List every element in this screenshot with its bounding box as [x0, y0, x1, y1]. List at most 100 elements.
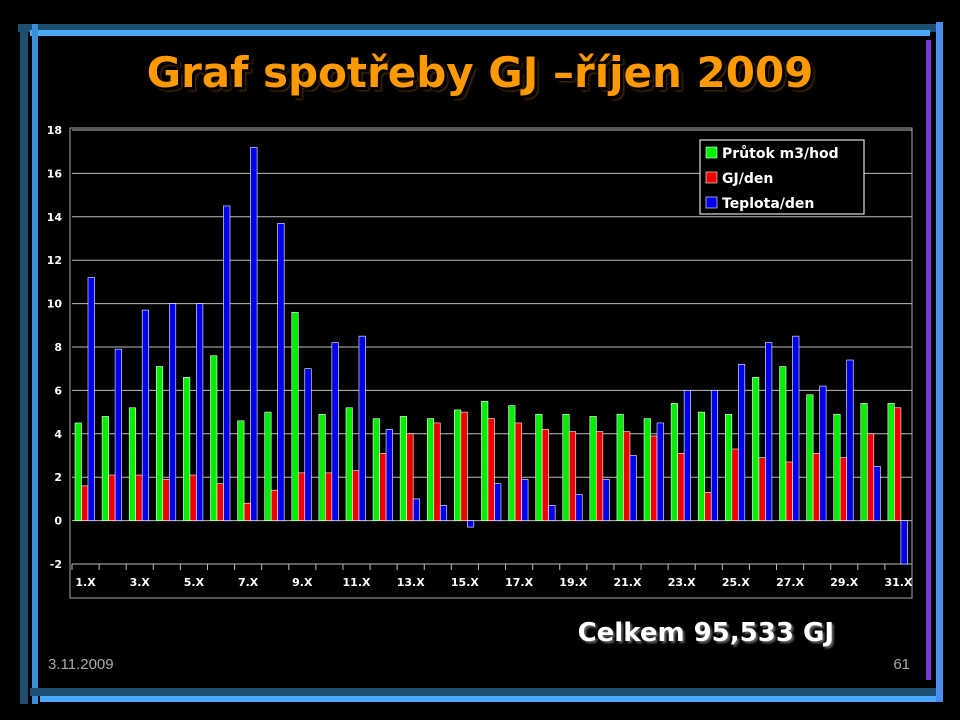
bar-gj: [839, 457, 848, 521]
bar-prutok: [752, 377, 760, 521]
bar-gj: [596, 431, 604, 521]
bar-teplota: [494, 483, 502, 521]
bar-teplota: [521, 479, 529, 521]
bar-gj: [894, 407, 902, 521]
bar-gj: [460, 411, 468, 521]
bars-group: [74, 147, 908, 565]
bar-prutok: [426, 418, 435, 521]
legend-swatch: [705, 171, 718, 184]
frame-bottom-bar: [40, 696, 936, 702]
frame-top-bar-dark: [18, 24, 936, 32]
bar-teplota: [223, 205, 231, 521]
x-tick-label: 31.X: [884, 576, 912, 589]
page-number: 61: [893, 656, 910, 673]
bar-teplota: [710, 390, 719, 521]
bar-gj: [270, 489, 278, 521]
x-tick-label: 11.X: [343, 576, 371, 589]
bar-prutok: [372, 418, 380, 521]
bar-prutok: [887, 403, 895, 521]
bar-gj: [867, 433, 875, 521]
bar-teplota: [304, 368, 312, 521]
bar-prutok: [101, 416, 109, 521]
legend-entry: GJ/den: [722, 171, 773, 187]
y-tick-label: 8: [54, 341, 62, 354]
bar-teplota: [765, 342, 773, 521]
bar-teplota: [277, 223, 285, 521]
bar-gj: [568, 431, 577, 521]
bar-prutok: [616, 413, 624, 521]
bar-gj: [704, 492, 712, 521]
bar-gj: [135, 474, 143, 521]
bar-gj: [162, 479, 170, 521]
bar-prutok: [725, 413, 733, 521]
bar-gj: [406, 433, 414, 521]
x-tick-label: 15.X: [451, 576, 479, 589]
bar-prutok: [291, 311, 299, 521]
bar-prutok: [237, 420, 245, 521]
bar-teplota: [602, 479, 610, 521]
bar-gj: [216, 483, 224, 521]
bar-gj: [325, 472, 333, 521]
bar-prutok: [74, 422, 82, 521]
x-tick-label: 17.X: [505, 576, 533, 589]
frame-left-bar-dark: [20, 28, 28, 704]
bar-prutok: [670, 403, 678, 521]
y-tick-label: 10: [47, 298, 63, 311]
bar-gj: [650, 435, 658, 521]
bar-teplota: [792, 335, 800, 521]
frame-left-bar: [32, 24, 38, 704]
bar-teplota: [168, 303, 177, 521]
axes-group: -2 0 2 4 6 8 10 12 14 16 18 1.X 3.X 5.X 7.X 9.X 11.X 13.X…: [47, 124, 913, 589]
total-consumption-label: Celkem 95,533 GJ: [577, 618, 834, 648]
bar-teplota: [575, 494, 583, 521]
bar-gj: [81, 485, 89, 521]
bar-gj: [487, 418, 495, 521]
bar-gj: [541, 429, 549, 521]
x-tick-label: 5.X: [184, 576, 205, 589]
x-tick-label: 1.X: [75, 576, 96, 589]
bar-prutok: [779, 366, 787, 521]
bar-prutok: [697, 411, 706, 521]
bar-teplota: [87, 277, 95, 521]
y-tick-label: 12: [47, 254, 62, 267]
bar-prutok: [128, 407, 136, 521]
x-tick-label: 13.X: [397, 576, 425, 589]
frame-right-bar-purple: [926, 40, 931, 680]
x-tick-label: 29.X: [830, 576, 858, 589]
bar-gj: [297, 472, 306, 521]
bar-gj: [758, 457, 766, 521]
x-tick-label: 9.X: [292, 576, 313, 589]
bar-gj: [243, 502, 251, 521]
bar-teplota: [900, 520, 908, 565]
bar-prutok: [589, 416, 597, 521]
bar-gj: [108, 474, 116, 521]
bar-prutok: [562, 413, 570, 521]
legend-swatch: [705, 146, 718, 159]
bar-prutok: [399, 416, 407, 521]
bar-teplota: [467, 520, 475, 528]
bar-gj: [352, 470, 360, 521]
bar-prutok: [833, 413, 841, 521]
y-tick-label: 14: [47, 211, 63, 224]
y-tick-label: 6: [54, 384, 62, 397]
bar-teplota: [656, 422, 664, 521]
bar-teplota: [819, 385, 827, 521]
x-tick-label: 27.X: [776, 576, 804, 589]
legend-entry: Teplota/den: [722, 196, 814, 212]
bar-teplota: [846, 359, 854, 521]
footer-date: 3.11.2009: [48, 656, 114, 673]
bar-gj: [433, 422, 441, 521]
bar-teplota: [114, 348, 122, 521]
y-tick-label: 18: [47, 124, 62, 137]
bar-teplota: [412, 498, 420, 521]
bar-prutok: [264, 411, 272, 521]
bar-prutok: [535, 413, 543, 521]
bar-gj: [677, 453, 685, 521]
bar-gj: [379, 453, 387, 521]
bar-teplota: [196, 303, 204, 521]
bar-teplota: [358, 335, 366, 521]
bar-gj: [785, 461, 793, 521]
bar-teplota: [331, 342, 339, 521]
bar-prutok: [210, 355, 218, 521]
